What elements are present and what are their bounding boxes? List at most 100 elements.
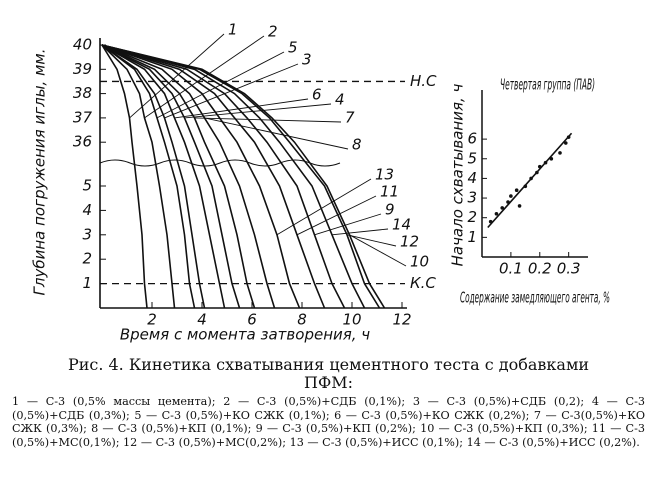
- x-tick-label: 8: [297, 311, 307, 329]
- point: [494, 211, 499, 216]
- curve: [101, 44, 148, 309]
- y-tick-label: 6: [467, 130, 477, 148]
- caption-item: 1 — С-3 (0,5% массы цемента);: [12, 395, 216, 408]
- leader-line: [144, 35, 265, 119]
- y-tick-label: 2: [82, 250, 92, 268]
- curve-label: 8: [352, 136, 362, 154]
- y-tick-label: 5: [467, 149, 477, 167]
- point: [566, 135, 571, 139]
- curve-label: 12: [400, 233, 419, 251]
- caption-item: 8 — С-3 (0,5%)+КП (0,1%);: [91, 422, 252, 435]
- curve: [101, 44, 366, 309]
- caption-item: 5 — С-3 (0,5%)+КО СЖК (0,1%);: [134, 408, 330, 422]
- point: [514, 188, 519, 192]
- caption-item: 2 — С-3 (0,5%)+СДБ (0,1%);: [223, 395, 406, 408]
- curve-label: 13: [375, 166, 394, 184]
- point: [558, 151, 562, 155]
- curve: [101, 44, 256, 309]
- leader-line: [204, 117, 349, 150]
- y-tick-label: 5: [82, 177, 92, 195]
- caption-item: 4 — С-3 (0,5%)+СДБ (0,3%);: [12, 395, 646, 422]
- x-axis-label: Время с момента затворения, ч: [120, 326, 370, 344]
- point: [523, 184, 528, 189]
- curve-label: 11: [380, 183, 399, 201]
- y-tick-label: 38: [73, 84, 92, 102]
- point: [509, 194, 513, 198]
- curve-label: 10: [410, 253, 429, 271]
- curve: [101, 44, 386, 309]
- y-tick-label: 3: [467, 189, 477, 207]
- chart-title: Четвертая группа (ПАВ): [500, 76, 595, 94]
- y-tick-label: 36: [73, 133, 92, 151]
- y-tick-label: 3: [82, 225, 92, 243]
- caption-item: 14 — С-3 (0,5%)+ИСС (0,2%).: [466, 435, 640, 449]
- leader-line: [129, 33, 225, 119]
- point: [500, 206, 505, 210]
- x-tick-label: 2: [147, 311, 157, 329]
- y-axis-label: Глубина погружения иглы, мм.: [31, 49, 49, 296]
- curve: [101, 44, 346, 309]
- y-tick-label: 1: [82, 274, 92, 292]
- curve-label: 5: [288, 39, 298, 57]
- y-tick-label: 37: [73, 108, 93, 126]
- y-tick-label: 1: [467, 228, 477, 246]
- curve: [101, 44, 301, 309]
- curve-label: 4: [335, 91, 345, 109]
- curve: [101, 44, 206, 309]
- x-tick-label: 0.2: [528, 260, 552, 278]
- x-tick-label: 6: [247, 311, 257, 329]
- caption-item: 9 — С-3 (0,5%)+КП (0,2%);: [255, 422, 416, 435]
- leader-line: [346, 234, 397, 247]
- trend-line: [487, 132, 573, 229]
- curve: [101, 44, 326, 309]
- caption-item: 12 — С-3 (0,5%)+МС(0,2%);: [123, 435, 287, 449]
- curve: [101, 44, 276, 309]
- leader-line: [331, 228, 389, 236]
- x-tick-label: 0.1: [499, 260, 523, 278]
- point: [517, 204, 522, 208]
- axis-break: [99, 159, 341, 167]
- curve-label: 9: [385, 201, 395, 219]
- x-tick-label: 12: [392, 311, 411, 329]
- leader-line: [184, 103, 332, 119]
- leader-line: [174, 98, 309, 119]
- curve-label: 3: [302, 51, 312, 69]
- leader-line: [194, 117, 342, 123]
- curve: [101, 44, 241, 309]
- point: [563, 141, 568, 145]
- point: [537, 164, 542, 169]
- curve-label: 6: [312, 86, 322, 104]
- x-axis-label: Содержание замедляющего агента, %: [460, 289, 610, 307]
- caption-item: 3 — С-3 (0,5%)+СДБ (0,2);: [412, 395, 585, 408]
- curve-label: 7: [345, 109, 355, 127]
- curve-label: 1: [228, 21, 238, 39]
- point: [549, 156, 554, 161]
- y-axis-label: Начало схватывания, ч: [449, 83, 467, 266]
- point: [529, 176, 533, 181]
- caption-item: 7 — С-3(0,5%)+КО СЖК (0,3%);: [12, 408, 646, 436]
- point: [543, 160, 548, 165]
- reference-label: Н.С: [410, 72, 437, 90]
- caption-item: 10 — С-3 (0,5%)+КП (0,3%);: [420, 422, 588, 435]
- y-tick-label: 2: [467, 208, 477, 226]
- caption-item: 11 — С-3 (0,5%)+МС(0,1%);: [12, 422, 646, 449]
- caption-items: 1 — С-3 (0,5% массы цемента); 2 — С-3 (0…: [12, 395, 645, 449]
- caption: Рис. 4. Кинетика схватывания цементного …: [12, 356, 645, 449]
- caption-title: Рис. 4. Кинетика схватывания цементного …: [67, 355, 590, 392]
- point: [506, 200, 510, 204]
- x-tick-label: 4: [197, 311, 207, 329]
- curve: [101, 44, 196, 309]
- point: [488, 219, 493, 224]
- y-tick-label: 40: [73, 36, 92, 54]
- caption-item: 6 — С-3 (0,5%)+КО СЖК (0,2%);: [334, 408, 530, 422]
- curve-label: 2: [268, 23, 278, 41]
- curve: [101, 44, 176, 309]
- reference-label: К.С: [410, 274, 436, 292]
- leader-line: [314, 213, 382, 236]
- x-tick-label: 10: [342, 311, 361, 329]
- point: [535, 170, 539, 175]
- caption-item: 13 — С-3 (0,5%)+ИСС (0,1%);: [289, 435, 464, 449]
- leader-line: [296, 195, 377, 236]
